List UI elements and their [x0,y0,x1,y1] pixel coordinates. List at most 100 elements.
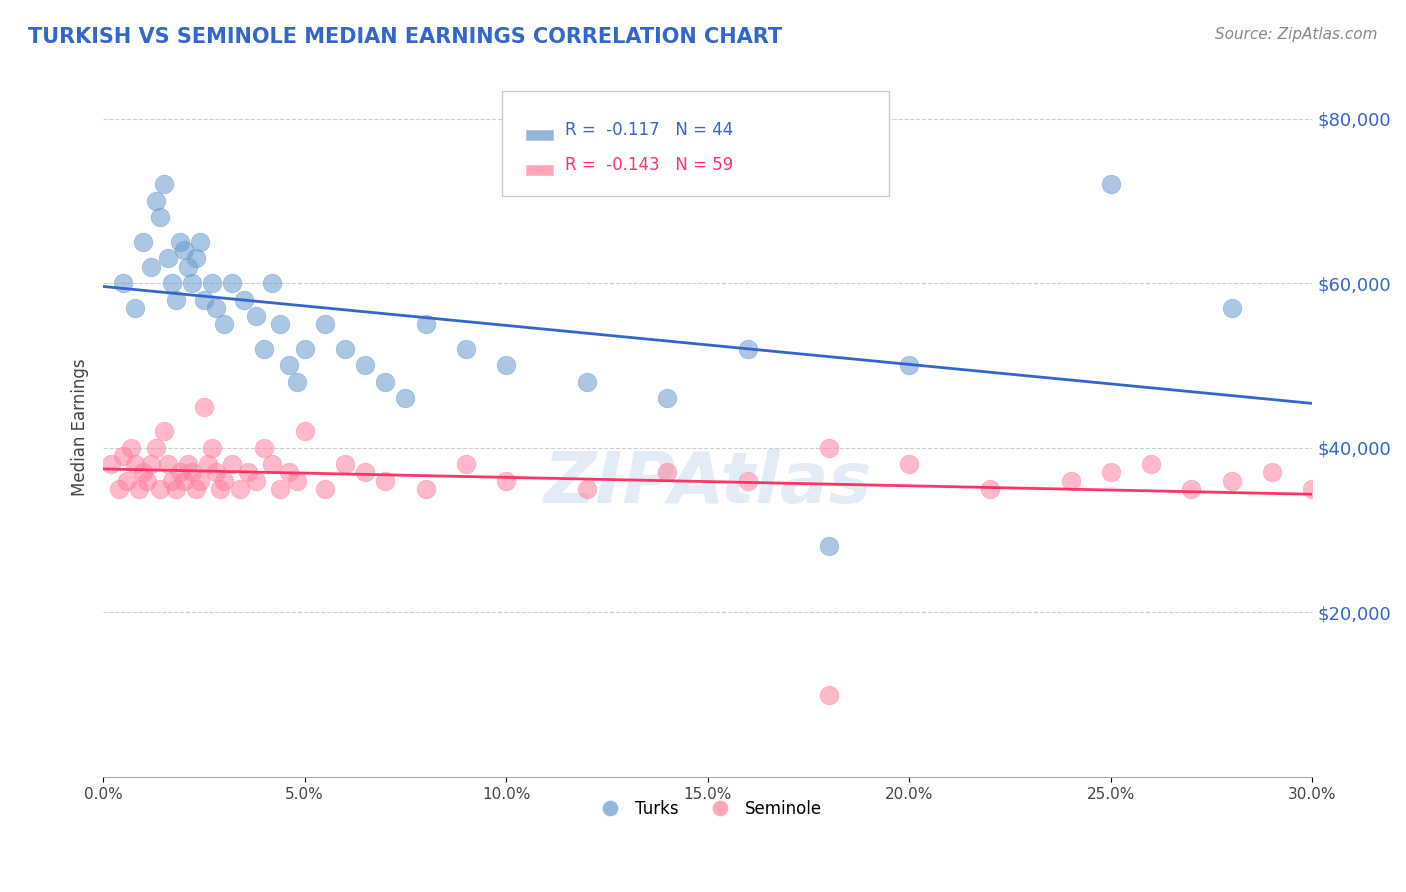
Point [657,392,679,406]
Point [177,457,200,471]
Point [294,342,316,356]
Text: R =  -0.143   N = 59: R = -0.143 N = 59 [565,156,734,174]
Point [132,235,155,249]
Point [233,293,256,307]
Point [314,318,336,332]
Point [197,457,219,471]
Point [188,474,211,488]
Point [737,474,759,488]
Point [180,276,202,290]
Point [898,359,921,373]
Point [253,342,276,356]
Point [333,342,356,356]
Point [277,359,299,373]
Text: R =  -0.117   N = 44: R = -0.117 N = 44 [565,121,734,139]
Point [208,482,231,496]
Point [1301,482,1323,496]
Point [145,441,167,455]
Point [1099,466,1122,480]
Point [112,276,135,290]
Point [333,457,356,471]
Point [262,276,284,290]
Point [205,466,228,480]
Point [132,466,155,480]
Point [124,457,146,471]
Point [169,235,191,249]
Point [575,375,598,389]
Point [173,474,195,488]
Point [262,457,284,471]
Point [354,359,377,373]
Point [201,441,224,455]
Point [145,194,167,208]
Point [193,293,215,307]
Point [374,474,396,488]
Point [394,392,416,406]
Point [454,342,477,356]
Point [229,482,252,496]
Point [141,457,163,471]
FancyBboxPatch shape [526,165,553,176]
Point [285,474,308,488]
Point [136,474,159,488]
Point [1180,482,1202,496]
Point [160,276,183,290]
FancyBboxPatch shape [502,91,889,196]
Point [152,178,174,192]
Point [354,466,377,480]
Point [1220,301,1243,315]
Point [277,466,299,480]
Point [173,244,195,258]
Point [898,457,921,471]
Point [156,252,179,266]
Point [177,260,200,274]
Text: ZIPAtlas: ZIPAtlas [544,449,872,517]
Legend: Turks, Seminole: Turks, Seminole [586,793,830,824]
Y-axis label: Median Earnings: Median Earnings [72,359,89,496]
Point [180,466,202,480]
Point [212,318,235,332]
Point [575,482,598,496]
Point [184,252,207,266]
Point [817,540,839,554]
Point [495,359,517,373]
Point [212,474,235,488]
Point [245,309,267,323]
Point [657,466,679,480]
Point [201,276,224,290]
Point [238,466,260,480]
Point [817,688,839,702]
Point [221,457,243,471]
Point [184,482,207,496]
Point [141,260,163,274]
Point [415,318,437,332]
Point [128,482,150,496]
Point [117,474,139,488]
Point [245,474,267,488]
Point [188,235,211,249]
Point [415,482,437,496]
Point [148,211,170,225]
Point [1140,457,1163,471]
Point [124,301,146,315]
Point [1059,474,1081,488]
Point [120,441,142,455]
Point [253,441,276,455]
Point [269,482,291,496]
Point [294,424,316,438]
Point [152,424,174,438]
Point [205,301,228,315]
Point [148,482,170,496]
Text: TURKISH VS SEMINOLE MEDIAN EARNINGS CORRELATION CHART: TURKISH VS SEMINOLE MEDIAN EARNINGS CORR… [28,27,782,46]
Point [221,276,243,290]
Point [1099,178,1122,192]
Point [817,441,839,455]
Point [165,482,187,496]
Text: Source: ZipAtlas.com: Source: ZipAtlas.com [1215,27,1378,42]
Point [100,457,122,471]
Point [160,474,183,488]
Point [108,482,131,496]
Point [112,449,135,463]
Point [374,375,396,389]
FancyBboxPatch shape [526,129,553,140]
